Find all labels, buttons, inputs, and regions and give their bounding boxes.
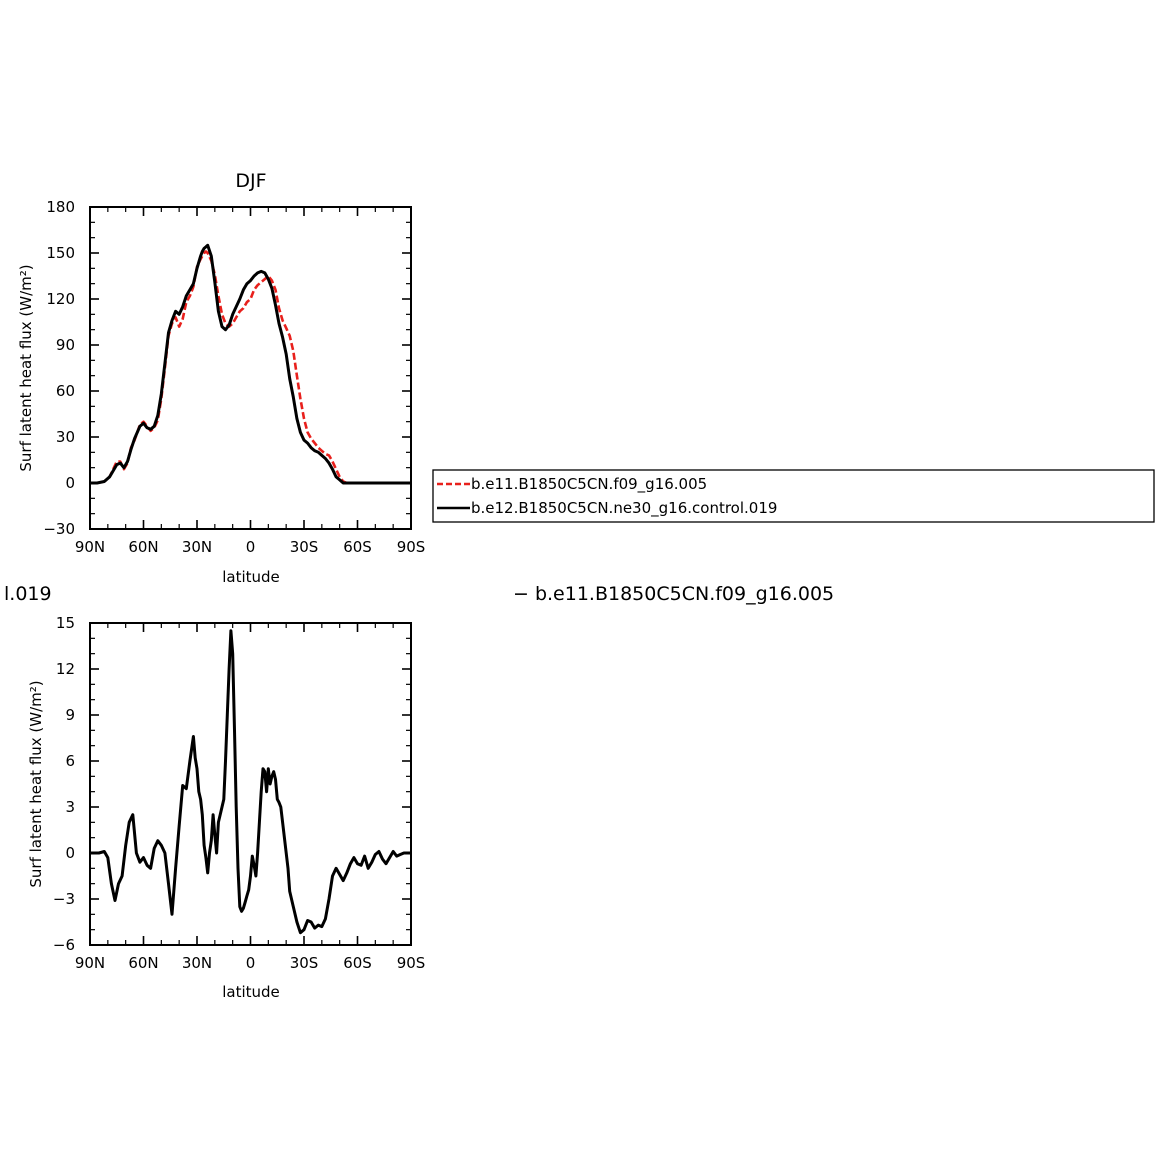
bottom-chart-y-tick-label: 6	[65, 752, 75, 770]
top-chart-x-tick-label: 90S	[397, 538, 426, 556]
top-chart-x-tick-label: 60N	[128, 538, 158, 556]
bottom-chart-y-tick-labels: −6 −3 0 3 6 9 12 15	[53, 614, 75, 954]
bottom-chart-x-tick-label: 30S	[290, 954, 319, 972]
top-chart-x-tick-label: 0	[246, 538, 256, 556]
bottom-chart-y-axis-label: Surf latent heat flux (W/m²)	[27, 680, 45, 887]
top-chart-series	[90, 243, 411, 485]
bottom-chart-series-line-1	[90, 629, 411, 935]
legend-entry-series-1: b.e11.B1850C5CN.f09_g16.005	[471, 475, 707, 494]
bottom-chart-y-tick-label: 9	[65, 706, 75, 724]
bottom-chart-x-tick-label: 90N	[75, 954, 105, 972]
top-chart-y-tick-label: 0	[65, 474, 75, 492]
top-chart-x-axis-label: latitude	[222, 568, 280, 586]
bottom-chart-x-tick-label: 60S	[343, 954, 372, 972]
legend-entry-series-2: b.e12.B1850C5CN.ne30_g16.control.019	[471, 499, 777, 518]
top-chart-y-tick-label: −30	[43, 520, 75, 538]
top-chart-x-tick-label: 30N	[182, 538, 212, 556]
bottom-chart-x-tick-labels: 90N 60N 30N 0 30S 60S 90S	[75, 954, 425, 972]
bottom-chart-title-left: l.019	[4, 583, 52, 605]
bottom-chart-y-tick-label: −3	[53, 890, 75, 908]
top-chart-grid-ticks	[89, 206, 412, 530]
bottom-chart-x-tick-label: 90S	[397, 954, 426, 972]
top-chart-series-line-1	[90, 250, 411, 485]
top-chart-x-tick-label: 90N	[75, 538, 105, 556]
top-chart-y-tick-label: 60	[56, 382, 75, 400]
bottom-chart-x-axis-label: latitude	[222, 983, 280, 1001]
bottom-chart-x-tick-label: 60N	[128, 954, 158, 972]
bottom-chart-grid-ticks	[89, 622, 412, 946]
top-chart-y-tick-label: 180	[46, 198, 75, 216]
bottom-chart-y-tick-label: 12	[56, 660, 75, 678]
bottom-chart-y-tick-label: 3	[65, 798, 75, 816]
top-chart-y-tick-label: 90	[56, 336, 75, 354]
bottom-chart-y-tick-label: −6	[53, 936, 75, 954]
bottom-chart-x-tick-label: 30N	[182, 954, 212, 972]
top-chart-y-tick-label: 150	[46, 244, 75, 262]
top-chart-x-tick-labels: 90N 60N 30N 0 30S 60S 90S	[75, 538, 425, 556]
top-chart-plot-frame	[89, 206, 412, 530]
legend: b.e11.B1850C5CN.f09_g16.005 b.e12.B1850C…	[432, 469, 1155, 523]
bottom-chart-y-tick-label: 15	[56, 614, 75, 632]
top-chart-x-tick-label: 30S	[290, 538, 319, 556]
legend-box	[432, 469, 1155, 523]
bottom-chart-plot-frame	[89, 622, 412, 946]
top-chart-y-tick-label: 120	[46, 290, 75, 308]
bottom-chart-x-tick-label: 0	[246, 954, 256, 972]
top-chart-y-axis-label: Surf latent heat flux (W/m²)	[17, 264, 35, 471]
top-chart-y-tick-labels: −30 0 30 60 90 120 150 180	[43, 198, 75, 538]
top-chart: DJF 90N 60N 30N 0 30S 60S 90S −30 0 30 60 90 120 150…	[17, 170, 425, 586]
bottom-chart-y-tick-label: 0	[65, 844, 75, 862]
top-chart-y-tick-label: 30	[56, 428, 75, 446]
top-chart-title: DJF	[235, 170, 266, 192]
bottom-chart-series	[90, 629, 411, 935]
bottom-chart: l.019 − b.e11.B1850C5CN.f09_g16.005 90N 6…	[4, 583, 834, 1001]
top-chart-series-line-2	[90, 243, 411, 485]
bottom-chart-title-right: − b.e11.B1850C5CN.f09_g16.005	[513, 583, 834, 605]
top-chart-x-tick-label: 60S	[343, 538, 372, 556]
